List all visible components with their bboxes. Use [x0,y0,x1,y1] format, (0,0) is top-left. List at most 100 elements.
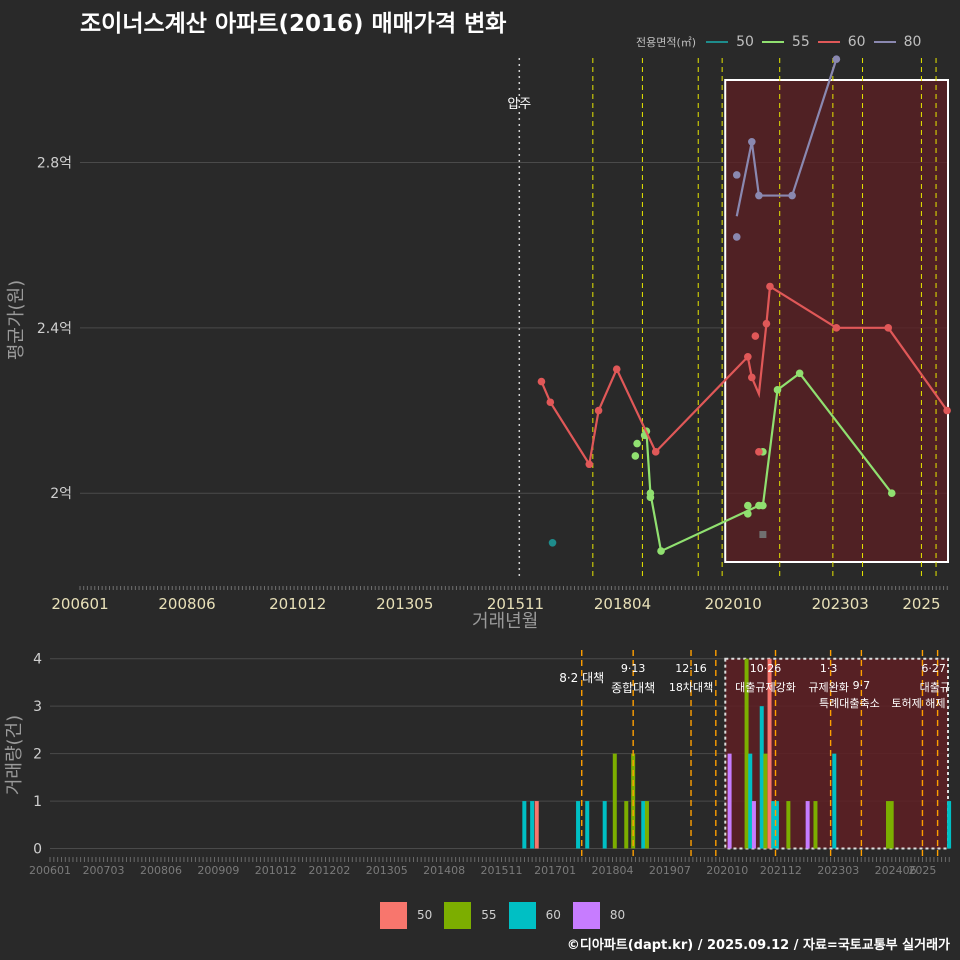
data-point-80 [755,191,763,200]
x-tick-label: 201305 [376,595,433,613]
data-point-55 [744,510,752,518]
policy-label: 종합대책 [611,680,655,695]
volume-legend-label: 55 [481,908,497,922]
volume-bar [748,753,753,849]
volume-bar [813,801,818,849]
data-point-60 [943,406,951,415]
area-legend-title: 전용면적(㎡) [636,36,697,49]
line-swatch-80 [873,41,896,43]
volume-bar [534,801,539,849]
policy-label: 특례대출축소 [819,697,880,710]
data-point-55 [657,547,665,555]
volume-legend-item-50: 50 [380,901,433,929]
series-line-60 [540,284,949,468]
data-point-60 [546,398,555,407]
policy-date: 10·26 [750,662,782,675]
area-legend-label: 80 [903,34,922,50]
data-point-55 [631,452,640,460]
volume-legend-item-55: 55 [444,901,497,929]
data-point-55 [773,386,782,394]
volume-bar [727,753,732,849]
volume-legend-label: 60 [545,908,561,922]
policy-label: 토허제 해제 [891,696,945,710]
y-axis-title: 거래량(건) [4,715,25,795]
volume-bar [886,801,891,849]
data-point-80 [832,55,841,63]
x-tick-label: 2025 [902,595,940,613]
x-tick-label: 200601 [29,864,71,877]
bar-swatch-55 [444,901,472,929]
data-point-60 [537,377,546,386]
volume-bar [767,658,772,849]
data-point-80 [732,171,741,179]
area-legend-label: 60 [847,34,866,50]
source-credit: ©디아파트(dapt.kr) / 2025.09.12 / 자료=국토교통부 실… [566,938,950,953]
data-point-60 [594,406,603,415]
data-point-60 [762,319,771,328]
volume-legend-item-80: 80 [572,901,626,929]
volume-bar [602,801,607,849]
data-point-60 [766,282,774,291]
area-legend-item-60: 60 [817,34,866,50]
x-tick-label: 201804 [594,595,651,613]
policy-date: 12·16 [675,662,707,675]
data-point-55 [633,439,641,448]
volume-bar [832,753,837,849]
data-point-60 [884,324,893,332]
x-tick-label: 200909 [197,864,239,877]
policy-label: 8·2 대책 [559,670,604,685]
x-axis-title: 거래년월 [472,611,538,632]
area-legend-item-80: 80 [873,34,922,50]
volume-legend-label: 50 [417,908,433,922]
data-point-60 [585,460,594,469]
policy-date: 9·7 [853,679,871,692]
volume-bar [774,801,779,849]
volume-bar [947,801,952,849]
x-tick-label: 200703 [83,864,125,877]
highlight-box [724,79,950,563]
volume-bar [763,753,768,849]
data-point-60 [832,324,841,332]
volume-bar [522,801,527,849]
area-legend-item-50: 50 [706,34,754,50]
area-legend-item-55: 55 [761,34,810,50]
x-tick-label: 201408 [423,864,465,877]
data-point-60 [651,448,660,456]
volume-bar [786,801,791,849]
y-tick-label: 3 [33,699,42,715]
x-tick-label: 200806 [140,864,182,877]
x-tick-label: 202112 [760,864,802,877]
x-tick-label: 201701 [534,864,576,877]
y-tick-label: 2 [33,747,42,763]
volume-bar [644,801,649,849]
volume-legend-item-60: 60 [508,901,561,929]
area-legend-label: 55 [791,34,810,50]
data-point-55 [759,501,767,510]
data-point-80 [788,191,796,200]
data-point-55 [887,489,896,497]
reference-label: 압주 [507,97,531,112]
volume-bar [585,801,590,849]
data-point-60 [751,332,760,340]
x-tick-label: 202303 [812,595,869,613]
x-tick-label: 200601 [51,595,108,613]
x-tick-label: 201012 [269,595,326,613]
volume-bar [771,801,776,849]
data-point-gray [759,531,767,539]
volume-bar [530,801,535,849]
volume-bar [612,753,617,849]
x-tick-label: 201804 [592,864,634,877]
policy-label: 규제완화 [808,681,848,694]
x-tick-label: 201202 [308,864,350,877]
y-tick-label: 2.8억 [37,155,72,171]
policy-label: 대출규제강화 [735,681,796,694]
volume-bar [805,801,810,849]
policy-date: 6·27 [921,662,946,675]
volume-legend-label: 80 [609,908,626,922]
line-swatch-50 [706,41,729,43]
volume-bar [641,801,646,849]
x-tick-label: 202010 [705,595,762,613]
data-point-55 [795,369,804,378]
y-tick-label: 2억 [50,486,72,502]
